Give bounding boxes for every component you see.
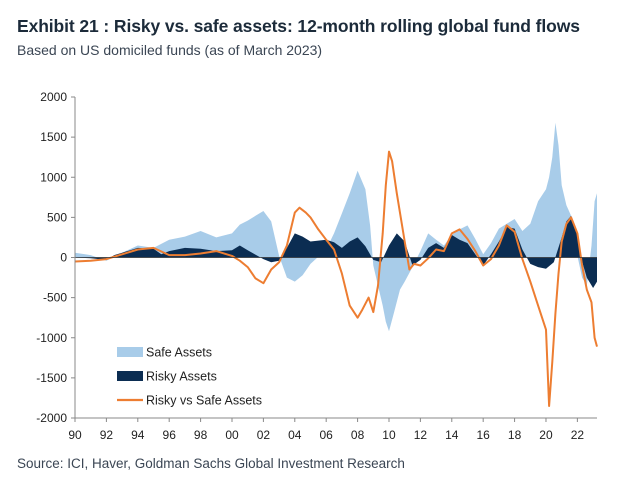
x-tick-label: 96	[163, 428, 177, 442]
x-tick-label: 08	[351, 428, 365, 442]
y-tick-label: -1500	[36, 371, 67, 385]
x-tick-label: 98	[194, 428, 208, 442]
x-tick-label: 18	[508, 428, 522, 442]
series-area-0	[75, 122, 597, 332]
x-tick-label: 06	[320, 428, 334, 442]
y-tick-label: 1000	[40, 170, 67, 184]
x-tick-label: 14	[445, 428, 459, 442]
x-tick-label: 22	[571, 428, 585, 442]
series-line-2	[74, 150, 598, 407]
y-tick-label: -2000	[36, 411, 67, 425]
chart-title: Exhibit 21 : Risky vs. safe assets: 12-m…	[17, 16, 580, 36]
x-tick-label: 20	[539, 428, 553, 442]
x-tick-label: 12	[414, 428, 428, 442]
y-tick-label: -500	[43, 291, 67, 305]
legend-label: Safe Assets	[146, 346, 212, 360]
series-area-1	[75, 215, 597, 288]
chart-subtitle: Based on US domiciled funds (as of March…	[17, 42, 323, 58]
x-tick-label: 04	[288, 428, 302, 442]
y-tick-label: -1000	[36, 331, 67, 345]
x-tick-label: 10	[382, 428, 396, 442]
y-tick-label: 1500	[40, 130, 67, 144]
x-tick-label: 02	[257, 428, 271, 442]
x-tick-label: 00	[225, 428, 239, 442]
source-note: Source: ICI, Haver, Goldman Sachs Global…	[17, 456, 405, 471]
x-tick-label: 90	[68, 428, 82, 442]
legend-label: Risky vs Safe Assets	[146, 394, 262, 408]
y-tick-label: 2000	[40, 90, 67, 104]
x-tick-label: 92	[100, 428, 114, 442]
legend-swatch	[117, 371, 143, 381]
y-tick-label: 0	[60, 251, 67, 265]
x-tick-label: 94	[131, 428, 145, 442]
legend-label: Risky Assets	[146, 370, 217, 384]
x-tick-label: 16	[477, 428, 491, 442]
legend-swatch	[117, 347, 143, 357]
y-tick-label: 500	[47, 210, 67, 224]
